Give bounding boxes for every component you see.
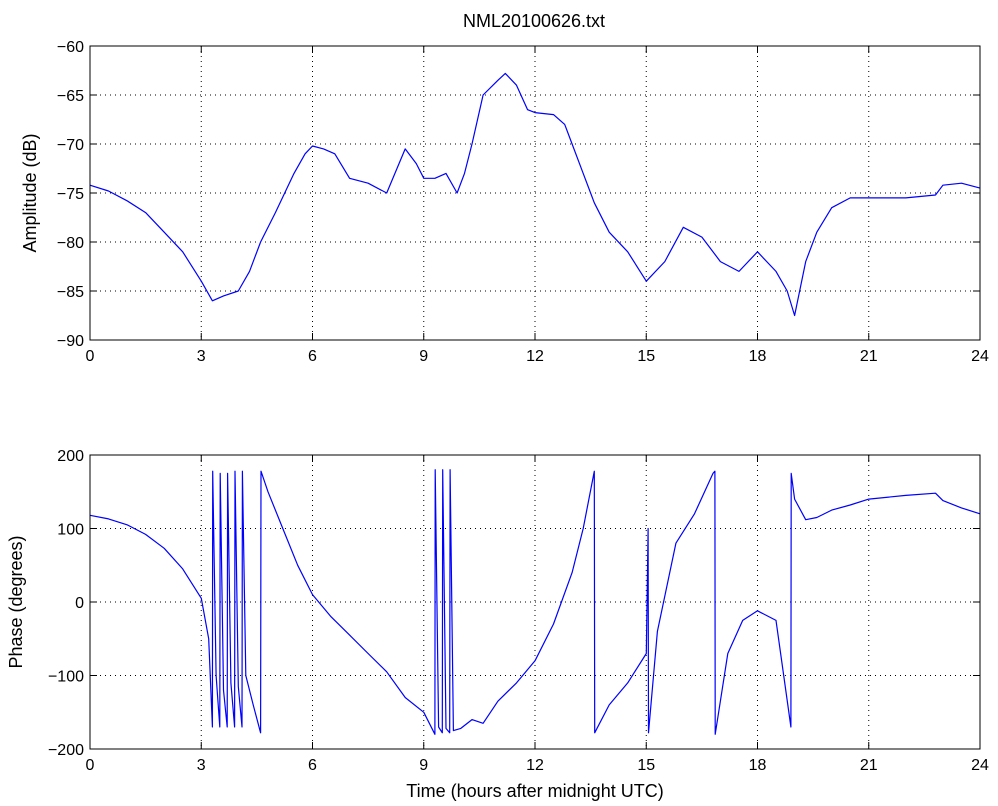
phase-y-axis-label: Phase (degrees) (6, 535, 26, 668)
phase-x-tick-label: 21 (860, 757, 878, 774)
amplitude-series-line (89, 72, 981, 317)
phase-x-axis-label: Time (hours after midnight UTC) (406, 781, 663, 801)
amplitude-x-tick-label: 15 (637, 348, 655, 365)
phase-x-tick-label: 0 (86, 757, 95, 774)
amplitude-y-tick-label: −75 (57, 186, 84, 203)
phase-x-tick-label: 15 (637, 757, 655, 774)
amplitude-y-tick-label: −65 (57, 88, 84, 105)
amplitude-y-tick-label: −70 (57, 137, 84, 154)
phase-x-tick-label: 3 (197, 757, 206, 774)
phase-y-tick-label: −200 (48, 742, 84, 759)
amplitude-x-tick-label: 24 (971, 348, 989, 365)
phase-x-tick-label: 9 (419, 757, 428, 774)
amplitude-x-tick-label: 21 (860, 348, 878, 365)
amplitude-x-tick-label: 6 (308, 348, 317, 365)
phase-y-tick-label: 0 (75, 595, 84, 612)
amplitude-x-tick-label: 12 (526, 348, 544, 365)
amplitude-plot: 0 3 6 9 12 15 18 21 24 −90 −85 −80 −75 −70 −65 −60 Ampli… (20, 39, 989, 365)
amplitude-y-tick-label: −90 (57, 333, 84, 350)
phase-plot: 0 3 6 9 12 15 18 21 24 −200 −100 0 100 200 Phase (degr… (6, 448, 989, 801)
amplitude-y-axis-label: Amplitude (dB) (20, 133, 40, 252)
amplitude-y-tick-label: −85 (57, 284, 84, 301)
figure-title: NML20100626.txt (463, 11, 605, 31)
phase-series-line (89, 469, 981, 735)
phase-x-tick-label: 24 (971, 757, 989, 774)
phase-x-tick-label: 18 (749, 757, 767, 774)
phase-y-tick-label: 100 (57, 522, 84, 539)
phase-x-tick-label: 12 (526, 757, 544, 774)
phase-y-tick-label: 200 (57, 448, 84, 465)
phase-y-tick-label: −100 (48, 669, 84, 686)
amplitude-x-tick-label: 18 (749, 348, 767, 365)
amplitude-y-tick-label: −80 (57, 235, 84, 252)
amplitude-x-tick-label: 0 (86, 348, 95, 365)
phase-x-tick-label: 6 (308, 757, 317, 774)
amplitude-x-tick-label: 3 (197, 348, 206, 365)
amplitude-x-tick-label: 9 (419, 348, 428, 365)
amplitude-y-tick-label: −60 (57, 39, 84, 56)
